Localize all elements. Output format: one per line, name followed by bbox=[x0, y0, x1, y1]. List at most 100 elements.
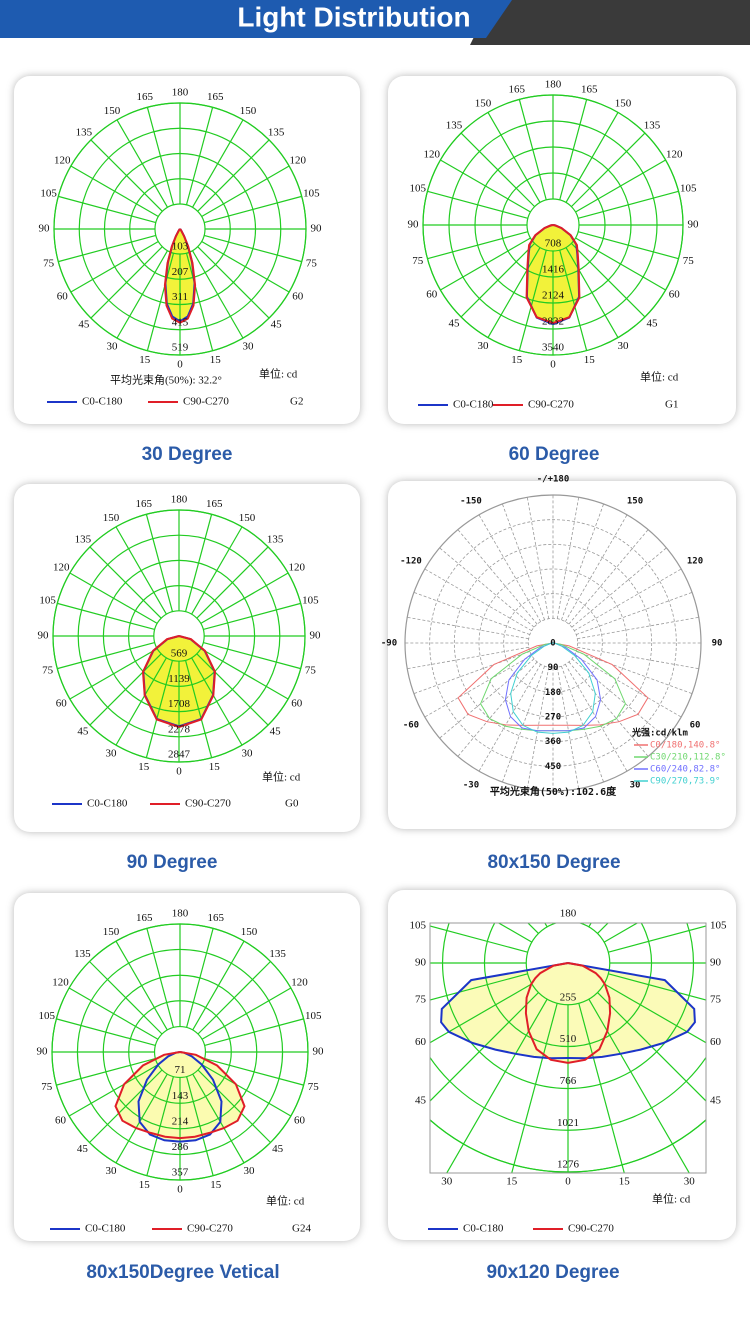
grid-spoke bbox=[487, 112, 541, 203]
angle-label: 15 bbox=[139, 354, 151, 366]
grid-spoke bbox=[430, 925, 528, 953]
grid-spoke bbox=[201, 987, 292, 1040]
grid-spoke bbox=[561, 503, 604, 620]
grid-spoke bbox=[424, 654, 532, 718]
radial-tick-label: 357 bbox=[172, 1167, 189, 1179]
beam-angle-note: 平均光束角(50%): 32.2° bbox=[110, 373, 222, 387]
angle-label: 180 bbox=[560, 908, 577, 920]
area bbox=[180, 1052, 245, 1139]
grid-spoke bbox=[200, 572, 289, 624]
angle-label: -90 bbox=[381, 639, 397, 649]
grid-spoke bbox=[145, 660, 174, 758]
grid-spoke bbox=[478, 664, 542, 772]
angle-label: 135 bbox=[267, 533, 284, 545]
curve bbox=[567, 962, 612, 1064]
radial-tick-label: 766 bbox=[560, 1075, 577, 1087]
angle-label: 135 bbox=[269, 948, 286, 960]
grid-spoke bbox=[577, 646, 699, 670]
grid-spoke bbox=[201, 240, 290, 293]
angle-label: 165 bbox=[206, 498, 223, 510]
curve bbox=[163, 228, 181, 324]
radial-tick-label: 311 bbox=[172, 291, 188, 303]
angle-label: 75 bbox=[710, 994, 722, 1006]
angle-label: 0 bbox=[176, 766, 182, 778]
angle-label: 90 bbox=[37, 1046, 49, 1058]
chart-caption: 80x150Degree Vetical bbox=[86, 1262, 279, 1283]
area bbox=[143, 636, 179, 727]
angle-label: 45 bbox=[78, 319, 90, 331]
angle-label: 150 bbox=[615, 97, 632, 109]
grid-spoke bbox=[511, 1003, 558, 1173]
grid-spoke bbox=[146, 107, 175, 206]
grid-spoke bbox=[413, 651, 530, 694]
grid-spoke bbox=[502, 503, 545, 620]
angle-label: 90 bbox=[712, 639, 723, 649]
angle-label: 15 bbox=[209, 761, 221, 773]
grid-spoke bbox=[56, 1058, 156, 1086]
grid-spoke bbox=[184, 514, 213, 612]
curve bbox=[440, 962, 569, 1060]
grid-spoke bbox=[70, 240, 159, 293]
unit-label: 单位: cd bbox=[259, 367, 298, 381]
grid-spoke bbox=[58, 234, 157, 263]
grid-spoke bbox=[460, 132, 536, 208]
radial-tick-label: 207 bbox=[172, 266, 189, 278]
grid-spoke bbox=[203, 195, 302, 224]
grid-spoke bbox=[191, 526, 243, 615]
grid-spoke bbox=[192, 940, 245, 1031]
grid-spoke bbox=[561, 666, 604, 783]
angle-label: 75 bbox=[415, 994, 427, 1006]
curve bbox=[552, 642, 649, 726]
angle-label: 135 bbox=[268, 126, 285, 138]
grid-spoke bbox=[460, 242, 536, 318]
grid-ring bbox=[503, 593, 603, 693]
angle-label: 120 bbox=[666, 149, 683, 161]
grid-spoke bbox=[487, 247, 541, 338]
curve bbox=[457, 642, 554, 726]
curve bbox=[179, 1051, 223, 1143]
angle-label: 105 bbox=[410, 920, 427, 932]
grid-spoke bbox=[407, 616, 529, 640]
radial-tick-label: 71 bbox=[175, 1064, 186, 1076]
chart: 0 90 180 270 360 450 -/+180 -150 150 -120 120 -90 90… bbox=[381, 475, 726, 874]
radial-tick-label: 2832 bbox=[542, 316, 564, 328]
grid-spoke bbox=[196, 653, 269, 726]
curve bbox=[141, 635, 180, 728]
angle-label: 105 bbox=[710, 920, 727, 932]
angle-label: 135 bbox=[76, 126, 93, 138]
grid-spoke bbox=[89, 546, 162, 619]
angle-label: 15 bbox=[210, 354, 222, 366]
grid-spoke bbox=[407, 646, 529, 670]
legend-label: C0/180,140.8° bbox=[650, 741, 720, 751]
code-label: G2 bbox=[290, 396, 303, 408]
grid-spoke bbox=[556, 667, 580, 789]
grid-spoke bbox=[568, 529, 649, 625]
curve bbox=[179, 228, 197, 324]
angle-label: 165 bbox=[207, 912, 224, 924]
grid-spoke bbox=[201, 165, 290, 218]
angle-label: 30 bbox=[618, 340, 630, 352]
grid-spoke bbox=[577, 231, 679, 260]
angle-label: 0 bbox=[550, 359, 556, 371]
grid-spoke bbox=[457, 661, 538, 757]
curve bbox=[525, 224, 554, 325]
grid-spoke bbox=[204, 1018, 304, 1046]
legend-label: C30/210,112.8° bbox=[650, 753, 726, 763]
angle-label: 60 bbox=[669, 289, 681, 301]
angle-label: 105 bbox=[303, 187, 320, 199]
radial-tick-label: 450 bbox=[545, 762, 561, 772]
angle-label: -150 bbox=[460, 496, 482, 506]
angle-label: 75 bbox=[683, 255, 695, 267]
angle-label: 0 bbox=[565, 1176, 571, 1188]
grid-spoke bbox=[440, 237, 531, 291]
angle-label: -120 bbox=[400, 557, 422, 567]
angle-label: 120 bbox=[687, 557, 703, 567]
grid-spoke bbox=[559, 99, 588, 201]
angle-label: 60 bbox=[55, 1115, 67, 1127]
angle-label: 180 bbox=[172, 908, 189, 920]
card bbox=[388, 481, 736, 829]
angle-label: 30 bbox=[242, 747, 254, 759]
legend-label: C0-C180 bbox=[82, 396, 123, 408]
chart: 255 510 766 1021 1276 0 15 15 30 30 45 45 60 60 75 75 90… bbox=[410, 908, 728, 1283]
legend-label: C0-C180 bbox=[453, 399, 494, 411]
